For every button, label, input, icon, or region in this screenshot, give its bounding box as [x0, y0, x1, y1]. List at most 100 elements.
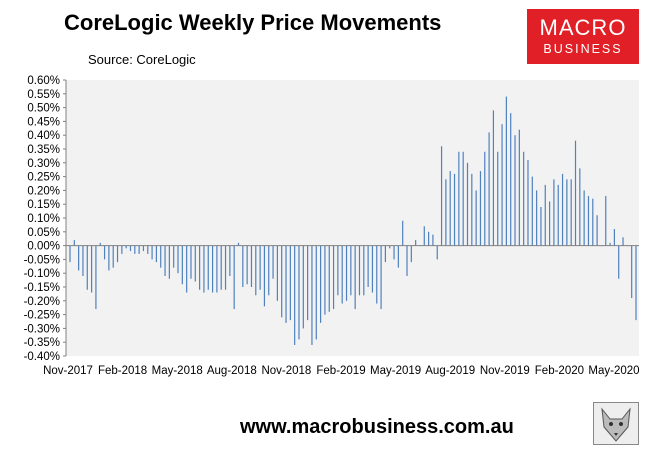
x-tick-label: May-2019 [370, 365, 421, 377]
y-tick-label: 0.40% [27, 130, 60, 142]
bar [121, 245, 123, 254]
bar [587, 195, 590, 246]
bar [78, 245, 80, 271]
bar [466, 162, 469, 246]
bar [363, 245, 365, 296]
bar [415, 240, 417, 246]
bar [531, 176, 533, 246]
y-tick-label: -0.15% [24, 282, 60, 294]
bar [237, 242, 240, 246]
y-tick-label: 0.10% [27, 213, 60, 225]
bar [458, 151, 460, 246]
bar [410, 245, 412, 263]
x-tick-label: Feb-2018 [98, 365, 147, 377]
bar [557, 184, 559, 246]
bar [553, 179, 555, 246]
bar [592, 198, 594, 246]
bar [445, 179, 447, 246]
bar [285, 245, 287, 323]
bar [540, 206, 542, 246]
bar [211, 245, 214, 293]
bar [341, 245, 343, 304]
bar [328, 245, 330, 312]
y-tick-label: 0.00% [27, 241, 60, 253]
bar [164, 245, 166, 276]
bar [160, 245, 162, 268]
bar [596, 215, 598, 246]
bar [246, 245, 248, 285]
y-tick-label: 0.15% [27, 199, 60, 211]
x-tick-label: Aug-2019 [425, 365, 475, 377]
bar [268, 245, 270, 296]
y-tick-label: 0.05% [27, 227, 60, 239]
plot-area [66, 80, 639, 356]
x-tick-label: Feb-2019 [316, 365, 365, 377]
bar [548, 201, 551, 246]
macrobusiness-logo: MACRO BUSINESS [527, 9, 639, 64]
bar [566, 179, 568, 246]
bar [272, 245, 274, 279]
bar [514, 135, 516, 246]
bar [527, 160, 529, 246]
y-tick-label: -0.40% [24, 351, 60, 363]
bar [462, 151, 464, 246]
x-tick-label: Aug-2018 [207, 365, 257, 377]
y-tick-label: 0.50% [27, 103, 60, 115]
bar [350, 245, 352, 296]
bar [536, 190, 538, 246]
bar [91, 245, 93, 293]
bar [177, 245, 179, 274]
y-tick-label: 0.25% [27, 172, 60, 184]
x-tick-label: Nov-2019 [480, 365, 530, 377]
bar [432, 234, 434, 246]
fox-mascot-image [593, 402, 639, 445]
bar [406, 245, 408, 276]
bar [138, 245, 140, 254]
bar [103, 245, 106, 260]
bar [199, 245, 201, 290]
bar [583, 190, 585, 246]
bar [289, 245, 291, 321]
bar [186, 245, 188, 293]
bar [134, 245, 136, 254]
x-tick-label: Nov-2018 [261, 365, 311, 377]
bar [281, 245, 283, 318]
bar [428, 231, 430, 246]
bar [147, 245, 149, 254]
bar [635, 245, 637, 321]
bar [570, 179, 572, 246]
bar [609, 242, 611, 246]
bar [389, 245, 391, 249]
bar [69, 245, 71, 263]
x-tick-label: Feb-2020 [535, 365, 584, 377]
y-tick-label: 0.30% [27, 158, 60, 170]
bar [393, 245, 395, 260]
website-url[interactable]: www.macrobusiness.com.au [240, 416, 514, 438]
y-tick-label: -0.25% [24, 310, 60, 322]
bar [129, 245, 132, 252]
bar [99, 242, 101, 246]
y-tick-label: 0.20% [27, 185, 60, 197]
bar [402, 220, 404, 246]
bar [168, 245, 170, 279]
bar [618, 245, 620, 279]
bar [332, 245, 335, 310]
y-tick-label: -0.05% [24, 254, 60, 266]
bar [151, 245, 153, 260]
bar [561, 173, 564, 246]
bar [155, 245, 158, 263]
bar [380, 245, 382, 310]
bar [358, 245, 361, 296]
bar [86, 245, 88, 290]
bar [631, 245, 633, 299]
y-tick-label: 0.45% [27, 116, 60, 128]
y-tick-label: 0.60% [27, 75, 60, 87]
bar [112, 245, 114, 268]
bar [220, 245, 222, 290]
bar [579, 168, 581, 246]
bar [475, 190, 477, 246]
bar [108, 245, 110, 271]
bar [484, 151, 486, 246]
bar [320, 245, 322, 323]
bar [440, 146, 443, 246]
